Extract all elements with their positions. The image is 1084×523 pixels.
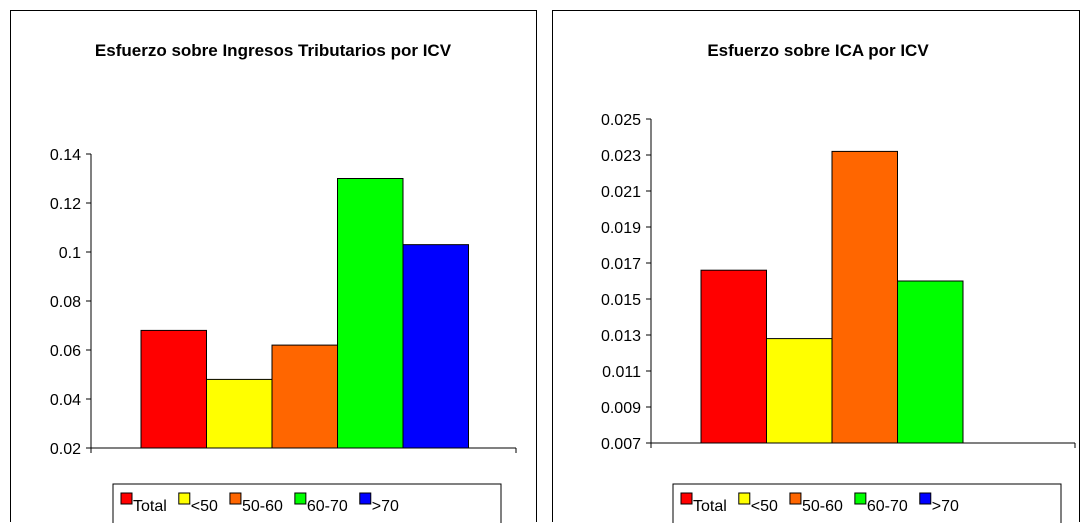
legend-label: Total	[133, 498, 167, 515]
legend-marker	[854, 492, 867, 505]
legend-marker	[229, 492, 242, 505]
y-tick-label: 0.007	[601, 436, 641, 453]
chart-title: Esfuerzo sobre ICA por ICV	[707, 41, 929, 60]
legend-label: >70	[372, 498, 399, 515]
legend-marker	[738, 492, 751, 505]
bar	[206, 378, 273, 449]
legend-label: Total	[693, 498, 727, 515]
legend-marker	[680, 492, 693, 505]
y-tick-label: 0.02	[50, 441, 81, 458]
chart-panel: Esfuerzo sobre ICA por ICV 0.007 0.009 0.0…	[552, 10, 1080, 523]
y-tick-label: 0.08	[50, 294, 81, 311]
chart-panel: Esfuerzo sobre Ingresos Tributarios por …	[10, 10, 537, 523]
legend-label: <50	[191, 498, 218, 515]
y-tick-label: 0.14	[50, 147, 81, 164]
bar	[402, 244, 469, 449]
y-tick-label: 0.013	[601, 328, 641, 345]
y-tick-label: 0.021	[601, 184, 641, 201]
legend-marker	[789, 492, 802, 505]
legend-marker	[919, 492, 932, 505]
bar	[831, 150, 898, 444]
y-tick-label: 0.1	[59, 245, 81, 262]
y-tick-label: 0.025	[601, 112, 641, 129]
bar	[140, 329, 207, 449]
legend-marker	[120, 492, 133, 505]
chart: 0.02 0.04 0.06 0.08 0.1 0.12 0.14 Total <50 50-60…	[50, 147, 517, 523]
legend-label: 60-70	[307, 498, 348, 515]
y-tick-label: 0.017	[601, 256, 641, 273]
legend-box	[112, 483, 502, 523]
y-tick-label: 0.04	[50, 392, 81, 409]
chart-title: Esfuerzo sobre Ingresos Tributarios por …	[94, 41, 452, 60]
bar	[700, 269, 767, 444]
y-tick-label: 0.12	[50, 196, 81, 213]
bar	[766, 338, 833, 444]
y-tick-label: 0.019	[601, 220, 641, 237]
bar	[897, 280, 964, 444]
legend-label: >70	[932, 498, 959, 515]
legend-label: 50-60	[242, 498, 283, 515]
legend-marker	[178, 492, 191, 505]
y-tick-label: 0.015	[601, 292, 641, 309]
legend-marker	[359, 492, 372, 505]
legend-label: 50-60	[802, 498, 843, 515]
bar	[271, 344, 338, 449]
y-tick-label: 0.011	[602, 364, 641, 381]
legend-box	[672, 483, 1062, 523]
y-tick-label: 0.009	[601, 400, 641, 417]
y-tick-label: 0.06	[50, 343, 81, 360]
chart: 0.007 0.009 0.011 0.013 0.015 0.017 0.019 0.021…	[601, 112, 1076, 523]
legend-marker	[294, 492, 307, 505]
legend-label: <50	[751, 498, 778, 515]
legend-label: 60-70	[867, 498, 908, 515]
y-tick-label: 0.023	[601, 148, 641, 165]
bar	[337, 178, 404, 449]
